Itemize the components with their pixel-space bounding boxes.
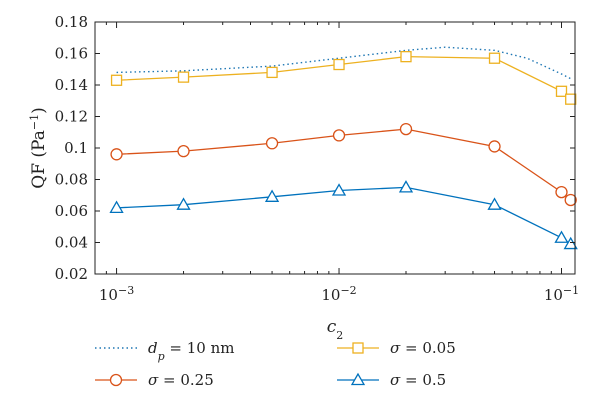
legend-item-dp: dp = 10 nm xyxy=(95,339,235,363)
y-axis-label-sup: −1 xyxy=(28,114,41,130)
x-tick-label: 10−2 xyxy=(321,284,356,305)
x-tick-label-base: 10 xyxy=(544,286,563,304)
legend-label: dp = 10 nm xyxy=(148,339,235,363)
legend-label-symbol: σ xyxy=(148,371,159,389)
legend-item-s05: σ = 0.5 xyxy=(337,371,446,389)
data-point-s005 xyxy=(400,51,412,63)
legend-label-symbol: σ xyxy=(390,371,401,389)
legend-label-value: = 0.05 xyxy=(400,339,456,357)
data-point-s05 xyxy=(331,183,347,196)
data-point-s005 xyxy=(565,93,577,105)
data-point-s005 xyxy=(177,71,190,83)
data-point-s025 xyxy=(488,140,501,153)
data-point-s005 xyxy=(333,58,345,71)
y-tick-label: 0.16 xyxy=(55,45,88,63)
data-point-s025 xyxy=(555,185,568,199)
y-axis-label-main: QF (Pa xyxy=(29,130,49,189)
data-point-s05 xyxy=(176,197,191,210)
data-point-s005 xyxy=(488,52,501,64)
data-point-s025 xyxy=(177,144,190,158)
x-tick-label-exp: −2 xyxy=(340,284,356,297)
y-tick-label: 0.12 xyxy=(55,108,88,126)
x-axis-label-main: c xyxy=(327,317,337,337)
legend-label: σ = 0.5 xyxy=(390,371,446,389)
series-line-s05 xyxy=(116,186,572,245)
legend-label-value: = 0.25 xyxy=(158,371,214,389)
legend-swatch-marker xyxy=(109,373,123,387)
data-point-s05 xyxy=(264,189,280,202)
y-axis: 0.02 0.04 0.06 0.08 0.1 0.12 0.14 0.16 0.18 xyxy=(55,13,575,283)
y-tick-label: 0.02 xyxy=(55,265,88,283)
series-s025 xyxy=(110,122,577,207)
legend: dp = 10 nm σ = 0.05σ = 0.25 σ = 0.5 xyxy=(95,339,456,389)
legend-label: σ = 0.25 xyxy=(148,371,214,389)
legend-item-s025: σ = 0.25 xyxy=(95,371,214,389)
series-line-s025 xyxy=(116,128,572,201)
legend-label: σ = 0.05 xyxy=(390,339,456,357)
x-tick-label-base: 10 xyxy=(321,286,340,304)
data-point-s025 xyxy=(265,137,279,150)
x-axis: 10−3 10−2 10−1 xyxy=(94,22,579,305)
y-tick-label: 0.18 xyxy=(55,13,88,31)
legend-label-value: = 0.5 xyxy=(400,371,446,389)
data-point-s05 xyxy=(487,197,502,210)
legend-label-symbol: σ xyxy=(390,339,401,357)
legend-swatch-marker xyxy=(352,342,364,354)
y-tick-label: 0.06 xyxy=(55,202,88,220)
series-layer xyxy=(109,46,578,250)
legend-swatch-marker xyxy=(350,372,366,386)
data-point-s025 xyxy=(564,193,577,207)
data-point-s025 xyxy=(332,129,346,142)
series-s05 xyxy=(109,180,578,250)
series-s005 xyxy=(110,51,577,105)
data-point-s025 xyxy=(399,122,413,136)
x-tick-label-exp: −3 xyxy=(118,284,134,297)
y-axis-label-close: ) xyxy=(29,107,49,114)
data-point-s05 xyxy=(109,200,124,214)
legend-label-sub: p xyxy=(158,350,165,363)
data-point-s05 xyxy=(554,230,569,243)
data-point-s05 xyxy=(398,180,414,193)
y-tick-label: 0.1 xyxy=(64,139,88,157)
data-point-s05 xyxy=(563,236,578,250)
x-tick-label-base: 10 xyxy=(99,286,118,304)
y-tick-label: 0.08 xyxy=(55,171,88,189)
data-point-s005 xyxy=(266,66,278,79)
data-point-s025 xyxy=(110,148,123,161)
x-tick-label: 10−3 xyxy=(99,284,134,305)
x-tick-label-exp: −1 xyxy=(563,284,579,297)
legend-label-symbol: d xyxy=(148,339,158,357)
legend-item-s005: σ = 0.05 xyxy=(337,339,456,357)
y-tick-label: 0.14 xyxy=(55,76,88,94)
x-tick-label: 10−1 xyxy=(544,284,579,305)
y-axis-label: QF (Pa−1) xyxy=(28,107,50,188)
x-axis-label-sub: 2 xyxy=(336,329,343,342)
legend-label-value: = 10 nm xyxy=(165,339,235,357)
data-point-s005 xyxy=(555,85,568,97)
y-tick-label: 0.04 xyxy=(55,234,88,252)
series-line-s005 xyxy=(116,55,572,100)
x-axis-label: c2 xyxy=(327,317,344,342)
data-point-s005 xyxy=(110,74,123,86)
